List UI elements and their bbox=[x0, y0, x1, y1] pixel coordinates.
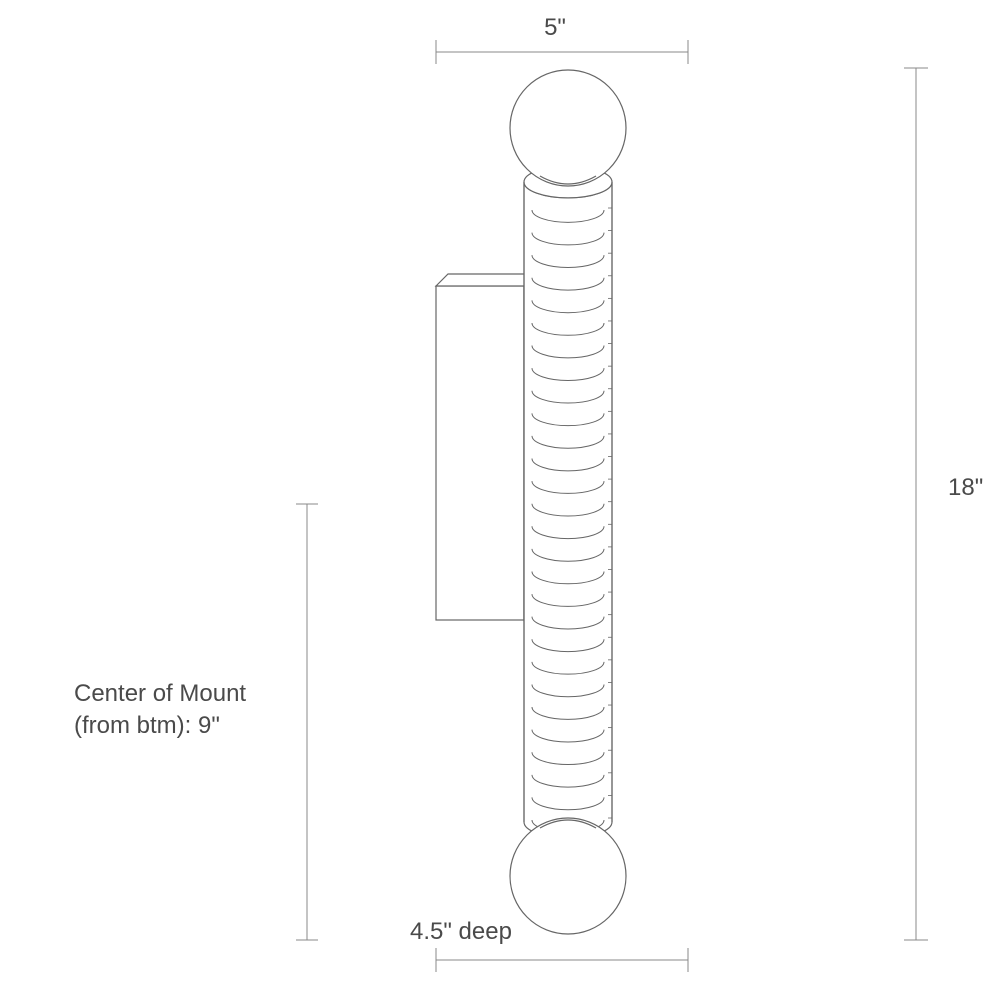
width-dimension-label: 5" bbox=[544, 14, 566, 42]
height-dimension-label: 18" bbox=[948, 474, 983, 502]
mount-label-line1: Center of Mount bbox=[74, 678, 246, 710]
dimension-diagram bbox=[0, 0, 1000, 1000]
depth-dimension-label: 4.5" deep bbox=[410, 918, 512, 946]
mount-label-line2: (from btm): 9" bbox=[74, 710, 246, 742]
mount-dimension-label: Center of Mount (from btm): 9" bbox=[74, 678, 246, 743]
